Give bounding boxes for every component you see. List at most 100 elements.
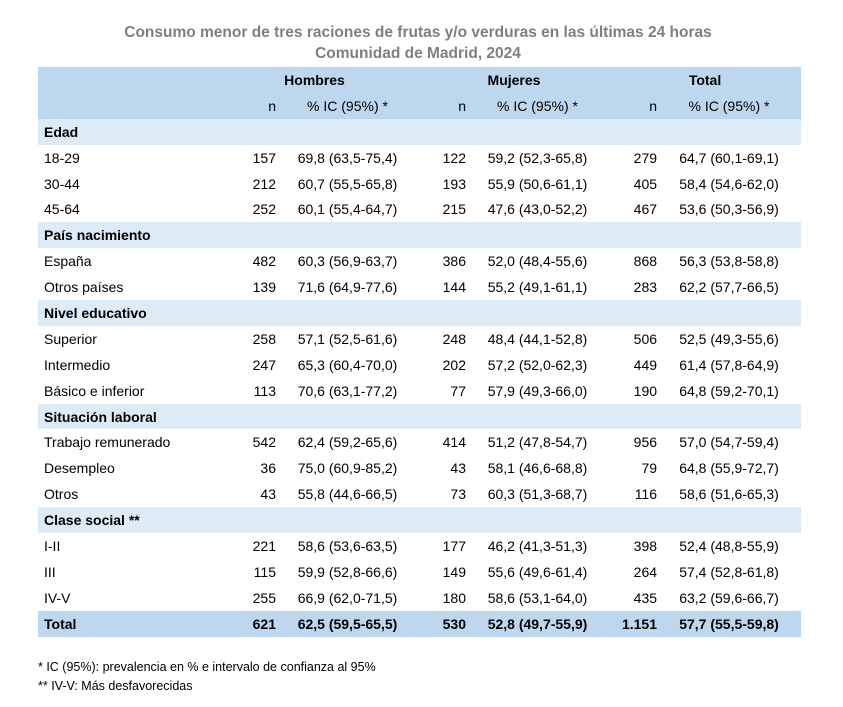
- table-row: Intermedio 247 65,3 (60,4-70,0) 202 57,2 (52…: [38, 352, 801, 378]
- section-label: Clase social **: [38, 507, 802, 534]
- table-row: 30-44 212 60,7 (55,5-65,8) 193 55,9 (50,6-61…: [38, 171, 801, 197]
- table-row: IV-V 255 66,9 (62,0-71,5) 180 58,6 (53,1-64,…: [38, 585, 801, 611]
- pct-ic-cell: 60,3 (56,9-63,7): [297, 253, 398, 270]
- pct-ic-cell: 51,2 (47,8-54,7): [487, 434, 588, 451]
- footnote: ** IV-V: Más desfavorecidas: [38, 679, 193, 693]
- section-header-row: País nacimiento: [38, 222, 802, 249]
- table-row: Desempleo 36 75,0 (60,9-85,2) 43 58,1 (46,6-…: [38, 455, 801, 481]
- data-table: Hombres Mujeres Total n % IC (95%) * n %…: [38, 67, 802, 637]
- pct-ic-cell: 61,4 (57,8-64,9): [679, 356, 779, 373]
- pct-ic-cell: 46,2 (41,3-51,3): [487, 537, 588, 554]
- pct-ic-cell: 48,4 (44,1-52,8): [487, 330, 588, 347]
- pct-ic-cell: 59,2 (52,3-65,8): [487, 149, 588, 166]
- row-label: Intermedio: [44, 356, 111, 373]
- pct-ic-cell: 69,8 (63,5-75,4): [297, 149, 398, 166]
- n-cell: 77: [450, 382, 466, 399]
- n-cell: 115: [253, 563, 276, 580]
- n-cell: 621: [210, 610, 276, 637]
- pct-ic-cell: 65,3 (60,4-70,0): [297, 356, 398, 373]
- pct-ic-cell: 53,6 (50,3-56,9): [679, 201, 779, 218]
- pct-ic-cell: 62,2 (57,7-66,5): [679, 279, 779, 296]
- pct-ic-cell: 75,0 (60,9-85,2): [297, 460, 398, 477]
- n-cell: 252: [252, 201, 276, 218]
- footnote: * IC (95%): prevalencia en % e intervalo…: [38, 660, 376, 674]
- pct-ic-cell: 60,3 (51,3-68,7): [487, 486, 588, 503]
- n-cell: 386: [442, 253, 466, 270]
- n-cell: 190: [633, 382, 658, 399]
- n-cell: 530: [419, 610, 466, 637]
- row-label: 45-64: [44, 201, 80, 218]
- pct-ic-cell: 55,9 (50,6-61,1): [487, 175, 588, 192]
- row-label: Trabajo remunerado: [44, 434, 171, 451]
- pct-ic-cell: 58,6 (53,1-64,0): [487, 589, 588, 606]
- n-cell: 956: [633, 434, 658, 451]
- n-cell: 506: [633, 330, 658, 347]
- pct-ic-cell: 64,8 (55,9-72,7): [679, 460, 779, 477]
- n-cell: 122: [442, 149, 466, 166]
- pct-ic-cell: 58,4 (54,6-62,0): [679, 175, 779, 192]
- pct-ic-cell: 64,7 (60,1-69,1): [679, 149, 779, 166]
- pct-ic-cell: 55,6 (49,6-61,4): [487, 563, 588, 580]
- row-label: IV-V: [44, 589, 71, 606]
- n-cell: 149: [442, 563, 466, 580]
- n-cell: 36: [260, 460, 276, 477]
- section-label: Nivel educativo: [38, 300, 802, 326]
- n-cell: 144: [442, 279, 466, 296]
- column-header-n: n: [210, 92, 276, 119]
- n-cell: 467: [633, 201, 658, 218]
- row-label: Otros: [44, 486, 79, 503]
- n-cell: 202: [442, 356, 466, 373]
- n-cell: 482: [252, 253, 276, 270]
- n-cell: 247: [252, 356, 276, 373]
- column-header-pct: % IC (95%) *: [466, 92, 610, 119]
- row-label: I-II: [44, 537, 61, 554]
- pct-ic-cell: 70,6 (63,1-77,2): [297, 382, 398, 399]
- group-header: Total: [609, 67, 802, 93]
- row-label: Otros países: [44, 279, 124, 296]
- pct-ic-cell: 58,6 (51,6-65,3): [679, 486, 779, 503]
- pct-ic-cell: 52,4 (48,8-55,9): [679, 537, 779, 554]
- section-header-row: Situación laboral: [38, 403, 802, 430]
- n-cell: 43: [260, 486, 276, 503]
- pct-ic-cell: 57,1 (52,5-61,6): [297, 330, 398, 347]
- pct-ic-cell: 52,0 (48,4-55,6): [487, 253, 588, 270]
- table-title-line2: Comunidad de Madrid, 2024: [315, 45, 521, 62]
- n-cell: 414: [442, 434, 466, 451]
- pct-ic-cell: 57,9 (49,3-66,0): [487, 382, 588, 399]
- n-cell: 79: [641, 460, 658, 477]
- table-row: Superior 258 57,1 (52,5-61,6) 248 48,4 (44,1…: [38, 326, 801, 352]
- n-cell: 193: [442, 175, 466, 192]
- n-cell: 1.151: [609, 610, 658, 637]
- pct-ic-cell: 58,6 (53,6-63,5): [297, 537, 398, 554]
- pct-ic-cell: 57,7 (55,5-59,8): [657, 610, 802, 637]
- row-label: 30-44: [44, 175, 80, 192]
- n-cell: 248: [442, 330, 466, 347]
- pct-ic-cell: 71,6 (64,9-77,6): [297, 279, 398, 296]
- n-cell: 868: [633, 253, 658, 270]
- header-group-row: Hombres Mujeres Total: [38, 67, 802, 93]
- n-cell: 113: [253, 382, 276, 399]
- pct-ic-cell: 60,1 (55,4-64,7): [297, 201, 398, 218]
- n-cell: 139: [252, 279, 276, 296]
- column-header-pct: % IC (95%) *: [657, 92, 802, 119]
- table-row: Otros 43 55,8 (44,6-66,5) 73 60,3 (51,3-68,7…: [38, 481, 801, 507]
- pct-ic-cell: 58,1 (46,6-68,8): [487, 460, 588, 477]
- header-sub-row: n % IC (95%) * n % IC (95%) * n % IC (95…: [38, 92, 802, 119]
- total-row: Total 621 62,5 (59,5-65,5) 530 52,8 (49,7-55…: [38, 610, 802, 637]
- table-row: Otros países 139 71,6 (64,9-77,6) 144 55,2 (…: [38, 274, 801, 300]
- row-label: III: [44, 563, 56, 580]
- pct-ic-cell: 66,9 (62,0-71,5): [297, 589, 398, 606]
- n-cell: 264: [633, 563, 658, 580]
- n-cell: 73: [450, 486, 466, 503]
- n-cell: 449: [633, 356, 658, 373]
- pct-ic-cell: 59,9 (52,8-66,6): [297, 563, 398, 580]
- row-label: Desempleo: [44, 460, 115, 477]
- column-header-n: n: [419, 92, 466, 119]
- n-cell: 542: [252, 434, 276, 451]
- n-cell: 157: [252, 149, 276, 166]
- group-header: Hombres: [210, 67, 419, 93]
- n-cell: 435: [633, 589, 658, 606]
- pct-ic-cell: 62,5 (59,5-65,5): [276, 610, 419, 637]
- pct-ic-cell: 57,0 (54,7-59,4): [679, 434, 779, 451]
- n-cell: 398: [633, 537, 658, 554]
